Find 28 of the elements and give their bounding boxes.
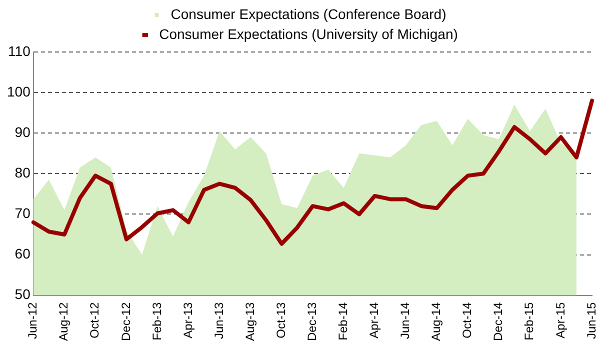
x-tick-label: Jun-15 [584, 302, 598, 340]
x-tick-label: Oct-14 [460, 302, 474, 338]
y-tick-label: 90 [14, 124, 31, 140]
x-tick-label: Feb-15 [522, 302, 536, 340]
x-tick-label: Feb-13 [150, 302, 164, 340]
y-tick-label: 80 [14, 164, 31, 181]
x-tick-label: Jun-13 [212, 302, 226, 340]
x-tick-label: Aug-12 [56, 302, 71, 342]
x-tick-label: Oct-13 [274, 302, 288, 338]
x-tick-label: Dec-13 [304, 302, 319, 341]
legend-label: Consumer Expectations (Conference Board) [170, 6, 446, 22]
y-tick-label: 60 [14, 246, 31, 262]
legend-label: Consumer Expectations (University of Michigan) [159, 26, 458, 42]
x-tick-label: Apr-14 [367, 302, 382, 338]
x-tick-label: Dec-14 [491, 302, 506, 341]
y-tick-label: 110 [8, 42, 31, 59]
x-tick-label: Dec-12 [118, 302, 133, 341]
y-tick-label: 50 [14, 286, 31, 302]
y-tick-label: 100 [7, 83, 31, 100]
x-tick-label: Jun-14 [398, 302, 412, 340]
x-tick-label: Apr-15 [553, 302, 568, 338]
x-tick-label: Apr-13 [180, 302, 195, 338]
x-tick-label: Aug-14 [429, 302, 444, 342]
y-tick-label: 70 [14, 205, 31, 222]
x-tick-label: Feb-14 [336, 302, 350, 340]
x-tick-label: Oct-12 [88, 302, 102, 338]
x-tick-label: Jun-12 [26, 302, 40, 340]
x-tick-label: Aug-13 [242, 302, 257, 342]
